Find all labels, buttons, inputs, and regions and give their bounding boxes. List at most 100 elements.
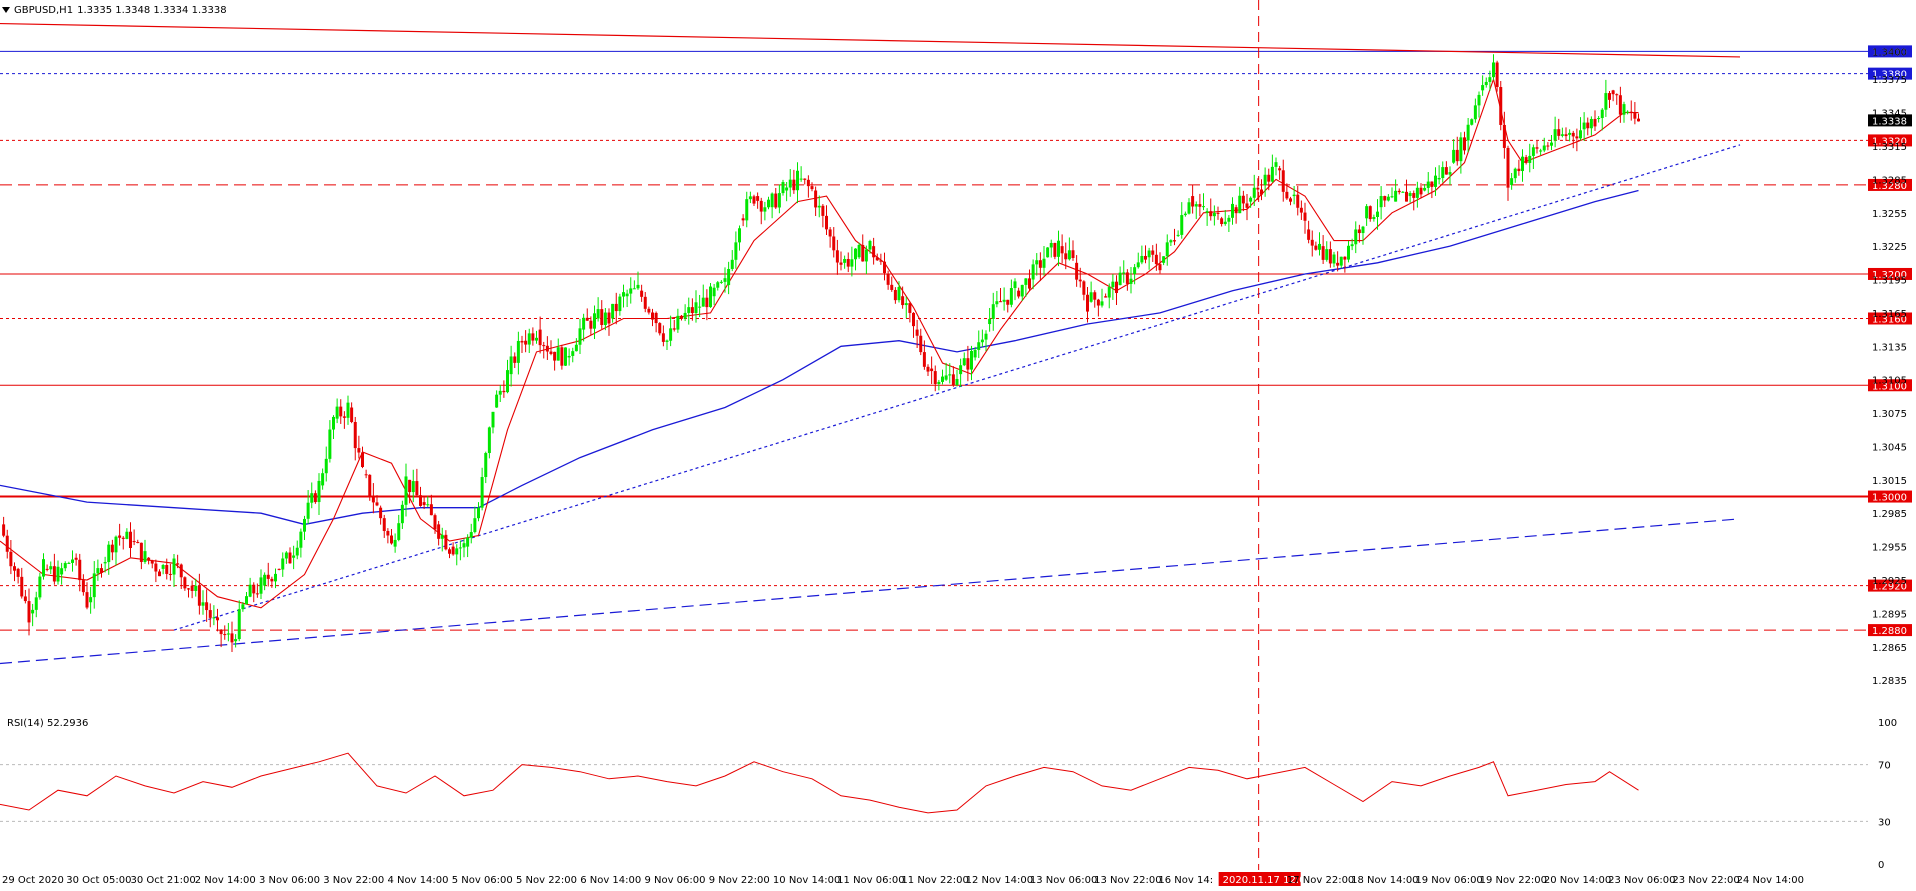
candle-body xyxy=(187,588,190,590)
candle-body xyxy=(49,566,53,570)
candle-body xyxy=(701,297,705,307)
candle-body xyxy=(136,542,140,544)
candle-body xyxy=(252,584,256,594)
candle-body xyxy=(1430,181,1434,187)
time-tick-label: 10 Nov 14:00 xyxy=(773,875,840,886)
time-tick-label: 18 Nov 14:00 xyxy=(1351,875,1418,886)
candle-body xyxy=(1589,118,1593,129)
candle-body xyxy=(118,535,122,538)
candle-body xyxy=(1024,278,1028,285)
candle-body xyxy=(1419,187,1423,195)
candle-body xyxy=(781,182,785,194)
candle-body xyxy=(1292,194,1296,197)
candle-body xyxy=(1593,118,1597,127)
candle-body xyxy=(71,559,74,563)
candle-body xyxy=(1285,191,1289,199)
time-tick-label: 13 Nov 22:00 xyxy=(1094,875,1161,886)
candle-body xyxy=(1122,272,1126,274)
candle-body xyxy=(814,190,818,208)
candle-body xyxy=(810,186,814,190)
candle-body xyxy=(67,562,71,564)
candle-body xyxy=(661,333,665,342)
candle-body xyxy=(1017,290,1021,297)
candle-body xyxy=(719,281,723,283)
candle-body xyxy=(1303,212,1307,221)
candle-body xyxy=(1111,281,1115,288)
price-tick-label: 1.3165 xyxy=(1872,309,1907,320)
candle-body xyxy=(622,292,625,297)
candle-body xyxy=(1325,249,1329,260)
candle-body xyxy=(618,296,622,312)
candle-body xyxy=(629,288,633,294)
candle-body xyxy=(1582,122,1586,130)
candle-body xyxy=(183,577,187,589)
candle-body xyxy=(346,402,350,418)
time-tick-label: 17 Nov 22:00 xyxy=(1287,875,1354,886)
candle-body xyxy=(607,312,611,324)
candle-body xyxy=(440,534,444,539)
candle-body xyxy=(962,358,966,366)
candle-body xyxy=(984,333,988,340)
time-tick-label: 30 Oct 21:00 xyxy=(130,875,195,886)
candle-body xyxy=(429,504,433,516)
candle-body xyxy=(1191,196,1195,207)
price-axis: 1.34001.33801.33201.32801.32001.31601.31… xyxy=(1868,45,1912,687)
candle-body xyxy=(1252,187,1256,198)
candle-body xyxy=(255,593,259,595)
price-tick-label: 1.3285 xyxy=(1872,175,1907,186)
candle-body xyxy=(1354,229,1358,245)
candle-body xyxy=(553,351,557,361)
candle-body xyxy=(263,574,267,586)
candle-body xyxy=(103,562,107,564)
candle-body xyxy=(487,427,491,454)
candle-body xyxy=(839,262,843,265)
level-tag xyxy=(1868,624,1912,637)
candle-body xyxy=(571,351,575,356)
crosshair-time-tag xyxy=(1218,872,1301,886)
candle-body xyxy=(1078,279,1082,282)
candle-body xyxy=(1006,299,1010,305)
candle-body xyxy=(332,416,335,430)
candle-body xyxy=(310,493,314,503)
candle-body xyxy=(379,507,383,519)
candle-body xyxy=(1115,281,1118,294)
candle-body xyxy=(1615,94,1619,96)
candle-body xyxy=(1162,256,1166,263)
candle-body xyxy=(1608,93,1611,100)
candle-body xyxy=(1600,109,1604,119)
current-price-label: 1.3338 xyxy=(1872,116,1907,127)
candle-body xyxy=(759,200,763,212)
candle-body xyxy=(1357,229,1361,234)
candle-body xyxy=(933,371,937,384)
level-tag-label: 1.3160 xyxy=(1872,314,1907,325)
candle-body xyxy=(1542,145,1546,151)
candle-body xyxy=(361,452,364,468)
candle-body xyxy=(828,229,832,237)
candle-body xyxy=(375,502,379,506)
dropdown-triangle-icon[interactable] xyxy=(2,7,10,13)
candle-body xyxy=(1140,255,1144,263)
time-tick-label: 19 Nov 22:00 xyxy=(1480,875,1547,886)
candle-body xyxy=(335,406,339,419)
candle-body xyxy=(752,196,756,204)
candle-body xyxy=(121,537,125,539)
candle-body xyxy=(825,215,828,230)
candle-body xyxy=(1173,240,1176,242)
candle-body xyxy=(1256,187,1260,190)
price-tick-label: 1.3105 xyxy=(1872,376,1907,387)
candle-body xyxy=(1343,256,1347,260)
candle-body xyxy=(1550,142,1553,146)
candle-body xyxy=(915,329,919,336)
candle-body xyxy=(274,573,277,582)
candle-body xyxy=(1176,234,1180,236)
candle-body xyxy=(1372,216,1376,220)
candle-body xyxy=(328,429,332,459)
candle-body xyxy=(948,374,952,376)
candle-body xyxy=(538,329,542,346)
candle-body xyxy=(197,585,201,606)
candle-body xyxy=(5,535,9,552)
candle-body xyxy=(16,568,20,577)
candle-body xyxy=(1495,62,1499,88)
candle-body xyxy=(970,350,973,370)
